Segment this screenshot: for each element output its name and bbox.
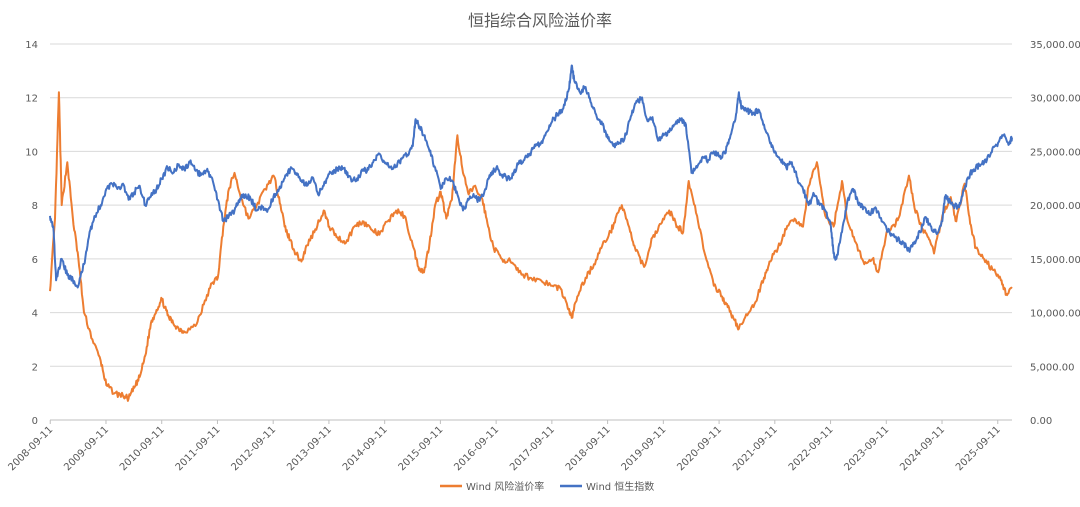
x-tick-label: 2021-09-11 [731, 424, 780, 473]
y-right-axis: 0.00 5,000.00 10,000.00 15,000.00 20,000.00 2… [1030, 40, 1080, 427]
x-tick-label: 2011-09-11 [174, 424, 223, 473]
y-right-tick-label: 25,000.00 [1030, 147, 1080, 158]
y-right-tick-label: 5,000.00 [1030, 362, 1075, 373]
x-tick-label: 2020-09-11 [675, 424, 724, 473]
legend: Wind 风险溢价率 Wind 恒生指数 [440, 480, 654, 493]
x-tick-label: 2017-09-11 [508, 424, 557, 473]
y-right-tick-label: 35,000.00 [1030, 40, 1080, 51]
chart-title: 恒指综合风险溢价率 [468, 11, 612, 30]
x-tick-label: 2010-09-11 [118, 424, 167, 473]
x-tick-label: 2015-09-11 [397, 424, 446, 473]
y-left-tick-label: 8 [32, 201, 38, 212]
x-tick-label: 2019-09-11 [620, 424, 669, 473]
x-tick-label: 2025-09-11 [954, 424, 1003, 473]
x-tick-label: 2024-09-11 [898, 424, 947, 473]
x-tick-label: 2012-09-11 [229, 424, 278, 473]
grid [50, 43, 1012, 421]
legend-label: Wind 风险溢价率 [466, 480, 544, 493]
x-tick-label: 2014-09-11 [341, 424, 390, 473]
x-tick-label: 2023-09-11 [843, 424, 892, 473]
legend-label: Wind 恒生指数 [586, 480, 654, 493]
y-left-tick-label: 14 [25, 40, 38, 51]
series-line [49, 91, 1013, 402]
y-left-tick-label: 0 [32, 416, 38, 427]
y-right-tick-label: 10,000.00 [1030, 309, 1080, 320]
y-right-tick-label: 15,000.00 [1030, 255, 1080, 266]
x-tick-label: 2018-09-11 [564, 424, 613, 473]
x-tick-label: 2009-09-11 [62, 424, 111, 473]
series-lines [49, 64, 1013, 402]
y-right-tick-label: 0.00 [1030, 416, 1052, 427]
x-tick-label: 2008-09-11 [6, 424, 55, 473]
x-tick-label: 2016-09-11 [452, 424, 501, 473]
y-left-tick-label: 2 [32, 362, 38, 373]
series-line [49, 64, 1013, 289]
y-left-tick-label: 12 [25, 94, 38, 105]
y-left-axis: 0 2 4 6 8 10 12 14 [25, 40, 38, 427]
y-right-tick-label: 30,000.00 [1030, 94, 1080, 105]
y-right-tick-label: 20,000.00 [1030, 201, 1080, 212]
y-left-tick-label: 6 [32, 255, 38, 266]
x-axis: 2008-09-11 2009-09-11 2010-09-11 2011-09-11… [6, 420, 1003, 473]
x-tick-label: 2022-09-11 [787, 424, 836, 473]
x-tick-label: 2013-09-11 [285, 424, 334, 473]
y-left-tick-label: 10 [25, 147, 38, 158]
y-left-tick-label: 4 [32, 309, 38, 320]
